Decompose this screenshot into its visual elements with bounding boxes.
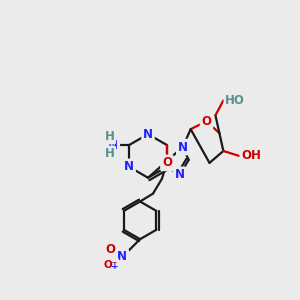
Text: H: H (104, 130, 114, 142)
Text: N: N (178, 140, 188, 154)
Text: N: N (108, 139, 118, 152)
Text: OH: OH (241, 149, 261, 162)
Text: H: H (104, 148, 114, 160)
Text: O: O (105, 243, 116, 256)
Text: +: + (110, 262, 118, 272)
Text: N: N (117, 250, 127, 263)
Text: O⁻: O⁻ (103, 260, 118, 270)
Text: N: N (124, 160, 134, 173)
Text: N: N (175, 168, 185, 181)
Text: O: O (202, 115, 212, 128)
Text: N: N (143, 128, 153, 141)
Text: HO: HO (225, 94, 245, 107)
Text: O: O (162, 156, 172, 170)
